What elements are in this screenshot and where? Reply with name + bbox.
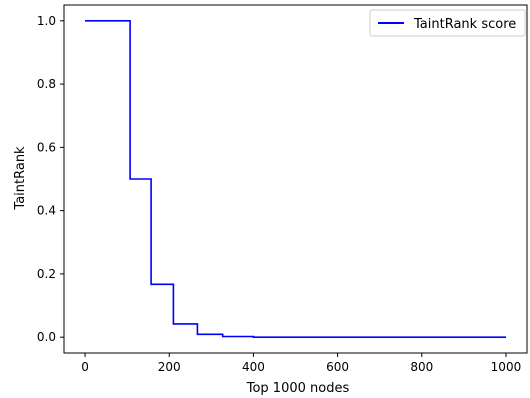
plot-area (63, 4, 528, 354)
y-tick-label: 0.4 (37, 204, 56, 218)
y-axis-ticks: 0.0 0.2 0.4 0.6 0.8 1.0 (37, 14, 64, 344)
y-tick-label: 0.0 (37, 330, 56, 344)
x-tick-label: 600 (326, 360, 349, 374)
legend: TaintRank score (369, 9, 526, 37)
x-tick-label: 400 (242, 360, 265, 374)
y-axis-label: TaintRank (13, 146, 28, 211)
series-line-0 (85, 20, 506, 338)
y-tick-label: 0.8 (37, 77, 56, 91)
x-axis-ticks: 0 200 400 600 800 1000 (81, 353, 521, 374)
x-tick-label: 200 (158, 360, 181, 374)
x-tick-label: 0 (81, 360, 89, 374)
axes-frame (63, 4, 528, 354)
y-tick-label: 1.0 (37, 14, 56, 28)
legend-label: TaintRank score (413, 17, 516, 32)
x-axis-label: Top 1000 nodes (246, 381, 350, 396)
legend-frame (369, 9, 526, 37)
x-tick-label: 800 (410, 360, 433, 374)
y-tick-label: 0.6 (37, 140, 56, 154)
y-tick-label: 0.2 (37, 267, 56, 281)
x-tick-label: 1000 (491, 360, 522, 374)
